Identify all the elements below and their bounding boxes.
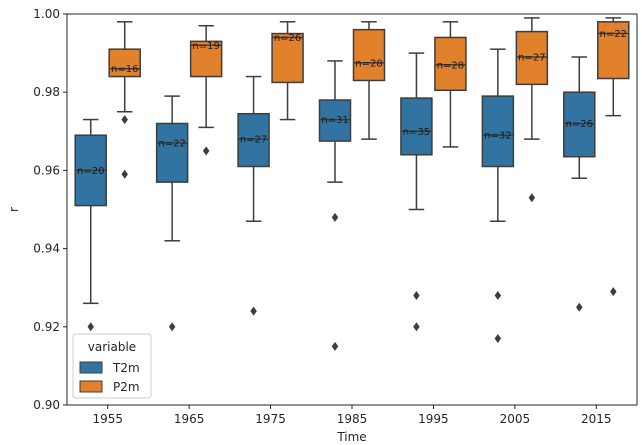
box-iqr xyxy=(481,95,515,168)
outlier-point xyxy=(168,322,176,332)
outlier-point xyxy=(494,291,502,301)
x-tick-label: 2015 xyxy=(581,412,612,426)
box-p2m-1985: n=28 xyxy=(352,21,386,140)
box-t2m-1955: n=20 xyxy=(74,118,107,332)
box-p2m-1975: n=26 xyxy=(271,21,304,121)
legend-swatch-t2m xyxy=(79,361,103,374)
box-iqr xyxy=(515,30,549,86)
count-label: n=32 xyxy=(484,131,511,142)
outlier-point xyxy=(331,341,339,351)
x-tick-label: 1955 xyxy=(92,412,123,426)
count-label: n=35 xyxy=(403,127,430,138)
legend-label-t2m: T2m xyxy=(112,361,140,375)
box-groups: n=20 n=22 n=27 n=31 n=35 n=32 n=26 n=16 n=19 n=26… xyxy=(74,17,630,351)
count-label: n=26 xyxy=(566,119,593,130)
box-iqr xyxy=(189,40,223,78)
box-t2m-1995: n=35 xyxy=(400,52,433,332)
count-label: n=26 xyxy=(274,33,301,44)
plot-area xyxy=(66,13,638,406)
count-label: n=27 xyxy=(240,135,267,146)
box-iqr xyxy=(155,122,189,183)
outlier-point xyxy=(202,146,210,156)
box-iqr xyxy=(318,99,352,142)
outlier-point xyxy=(413,322,420,332)
outlier-point xyxy=(331,212,339,222)
box-iqr xyxy=(400,97,433,156)
outlier-point xyxy=(121,115,128,125)
y-tick-label: 0.96 xyxy=(33,163,60,177)
box-p2m-1955: n=16 xyxy=(108,21,141,179)
outlier-point xyxy=(576,302,583,312)
box-p2m-2015: n=22 xyxy=(597,17,630,297)
y-axis: 0.90 0.92 0.94 0.96 0.98 1.00 xyxy=(33,7,67,412)
x-axis: 1955 1965 1975 1985 1995 2005 2015 xyxy=(92,405,612,426)
x-axis-label: Time xyxy=(336,430,366,444)
outlier-point xyxy=(494,334,502,344)
box-iqr xyxy=(563,91,596,158)
plot-border xyxy=(66,13,638,406)
box-p2m-2005: n=27 xyxy=(515,17,549,203)
count-label: n=31 xyxy=(321,115,348,126)
box-t2m-1975: n=27 xyxy=(237,75,270,316)
count-label: n=22 xyxy=(158,139,185,150)
box-t2m-1965: n=22 xyxy=(155,95,189,332)
box-iqr xyxy=(237,112,270,168)
box-iqr xyxy=(108,48,141,78)
count-label: n=28 xyxy=(437,60,464,71)
outlier-point xyxy=(250,306,257,316)
box-iqr xyxy=(352,28,386,82)
outlier-point xyxy=(528,193,536,203)
box-t2m-2005: n=32 xyxy=(481,48,515,344)
outlier-point xyxy=(121,169,128,179)
x-tick-label: 2005 xyxy=(500,412,531,426)
count-label: n=27 xyxy=(518,53,545,64)
count-label: n=28 xyxy=(355,58,382,69)
y-tick-label: 0.90 xyxy=(33,398,60,412)
y-tick-label: 1.00 xyxy=(33,7,60,21)
x-tick-label: 1995 xyxy=(418,412,449,426)
y-tick-label: 0.92 xyxy=(33,320,60,334)
box-iqr xyxy=(597,21,630,80)
outlier-point xyxy=(413,291,420,301)
x-tick-label: 1975 xyxy=(255,412,286,426)
outlier-point xyxy=(610,287,617,297)
legend-swatch-p2m xyxy=(79,380,103,393)
y-axis-label: r xyxy=(7,207,21,212)
y-tick-label: 0.98 xyxy=(33,85,60,99)
count-label: n=16 xyxy=(111,64,138,75)
count-label: n=20 xyxy=(77,166,104,177)
box-t2m-2015: n=26 xyxy=(563,56,596,312)
box-iqr xyxy=(434,36,467,91)
legend-title: variable xyxy=(88,340,136,354)
x-tick-label: 1985 xyxy=(337,412,368,426)
y-tick-label: 0.94 xyxy=(33,242,60,256)
outlier-point xyxy=(87,322,94,332)
legend-label-p2m: P2m xyxy=(113,380,140,394)
box-p2m-1995: n=28 xyxy=(434,21,467,148)
box-t2m-1985: n=31 xyxy=(318,60,352,351)
count-label: n=22 xyxy=(600,29,627,40)
legend: variable T2m P2m xyxy=(72,333,152,399)
box-p2m-1965: n=19 xyxy=(189,24,223,156)
box-iqr xyxy=(271,32,304,84)
count-label: n=19 xyxy=(192,41,219,52)
x-tick-label: 1965 xyxy=(174,412,205,426)
